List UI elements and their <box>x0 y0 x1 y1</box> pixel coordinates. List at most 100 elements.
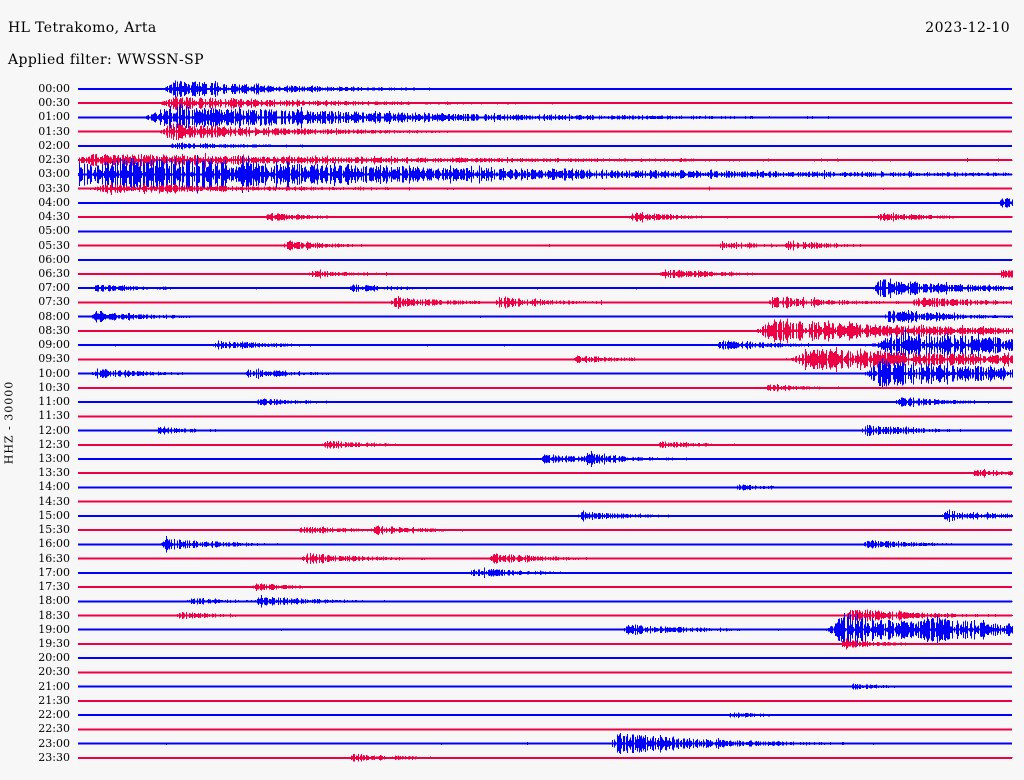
time-label-0530: 05:30 <box>38 238 70 252</box>
time-label-1630: 16:30 <box>38 551 70 565</box>
time-label-1300: 13:00 <box>38 451 70 465</box>
trace-row <box>78 347 1013 372</box>
trace-row <box>78 142 1013 150</box>
trace-row <box>78 103 1013 132</box>
trace-row <box>78 80 1012 98</box>
trace-waveform <box>81 142 1013 150</box>
trace-waveform <box>78 440 1013 449</box>
trace-waveform <box>78 155 1013 194</box>
trace-row <box>78 733 1013 754</box>
trace-row <box>78 500 1013 503</box>
time-label-0800: 08:00 <box>38 309 70 323</box>
trace-row <box>78 613 1013 647</box>
time-label-1930: 19:30 <box>38 636 70 650</box>
time-label-1600: 16:00 <box>38 537 70 551</box>
time-label-0900: 09:00 <box>38 338 70 352</box>
time-label-1400: 14:00 <box>38 480 70 494</box>
trace-waveform <box>78 583 1013 591</box>
trace-waveform <box>78 259 1013 261</box>
trace-waveform <box>78 553 1013 564</box>
time-label-2130: 21:30 <box>38 693 70 707</box>
trace-waveform <box>78 468 1013 478</box>
trace-row <box>78 440 1013 449</box>
trace-row <box>78 152 1013 168</box>
trace-row <box>78 468 1013 478</box>
trace-waveform <box>78 567 1013 579</box>
time-label-0030: 00:30 <box>38 96 70 110</box>
time-label-1800: 18:00 <box>38 594 70 608</box>
trace-waveform <box>79 198 1013 208</box>
trace-waveform <box>78 484 1013 491</box>
trace-waveform <box>78 397 1013 407</box>
trace-row <box>78 155 1013 194</box>
trace-row <box>78 525 1013 535</box>
time-label-0600: 06:00 <box>38 252 70 266</box>
time-label-2300: 23:00 <box>38 736 70 750</box>
trace-row <box>78 728 1013 731</box>
trace-row <box>78 269 1013 279</box>
trace-waveform <box>78 384 1013 392</box>
time-label-0630: 06:30 <box>38 266 70 280</box>
trace-row <box>78 754 1013 762</box>
trace-waveform <box>78 211 1013 223</box>
trace-row <box>78 509 1013 523</box>
trace-waveform <box>78 347 1013 372</box>
time-label-0330: 03:30 <box>38 181 70 195</box>
trace-waveform <box>78 123 1012 140</box>
time-label-0930: 09:30 <box>38 352 70 366</box>
trace-row <box>78 609 1013 622</box>
trace-row <box>78 358 1013 390</box>
time-label-1700: 17:00 <box>38 565 70 579</box>
time-label-1030: 10:30 <box>38 380 70 394</box>
trace-waveform <box>78 96 1013 110</box>
time-label-0500: 05:00 <box>38 224 70 238</box>
trace-row <box>78 397 1013 407</box>
trace-waveform <box>78 296 1013 309</box>
trace-waveform <box>78 613 1013 647</box>
trace-row <box>78 683 1013 690</box>
trace-row <box>78 425 1013 437</box>
trace-row <box>78 328 1013 362</box>
time-label-1330: 13:30 <box>38 466 70 480</box>
trace-waveform <box>78 310 1013 324</box>
trace-waveform <box>78 240 1013 251</box>
time-label-1730: 17:30 <box>38 580 70 594</box>
time-label-0200: 02:00 <box>38 138 70 152</box>
trace-waveform <box>78 671 1013 674</box>
time-label-0830: 08:30 <box>38 323 70 337</box>
trace-row <box>78 415 1013 418</box>
trace-row <box>78 553 1013 564</box>
time-label-1500: 15:00 <box>38 508 70 522</box>
trace-waveform <box>78 152 1013 168</box>
page-title: HL Tetrakomo, Arta <box>8 20 157 36</box>
time-label-2330: 23:30 <box>38 750 70 764</box>
trace-row <box>78 384 1013 392</box>
trace-waveform <box>78 754 1013 762</box>
trace-row <box>78 198 1013 208</box>
time-label-0130: 01:30 <box>38 124 70 138</box>
trace-row <box>78 96 1013 110</box>
trace-row <box>78 657 1012 660</box>
trace-row <box>78 230 1012 233</box>
time-label-1430: 14:30 <box>38 494 70 508</box>
time-label-1000: 10:00 <box>38 366 70 380</box>
trace-row <box>78 595 1013 608</box>
time-label-1100: 11:00 <box>38 395 70 409</box>
time-label-1200: 12:00 <box>38 423 70 437</box>
trace-waveform <box>78 683 1013 690</box>
trace-waveform <box>79 358 1013 390</box>
time-label-2200: 22:00 <box>38 708 70 722</box>
time-label-0730: 07:30 <box>38 295 70 309</box>
trace-waveform <box>78 182 1013 195</box>
time-label-1900: 19:00 <box>38 622 70 636</box>
time-label-0000: 00:00 <box>38 82 70 95</box>
trace-row <box>78 712 1012 718</box>
trace-row <box>78 318 1013 344</box>
trace-row <box>78 258 1013 261</box>
trace-row <box>78 123 1012 140</box>
trace-row <box>78 638 1013 650</box>
time-label-0430: 04:30 <box>38 210 70 224</box>
trace-row <box>78 310 1013 324</box>
